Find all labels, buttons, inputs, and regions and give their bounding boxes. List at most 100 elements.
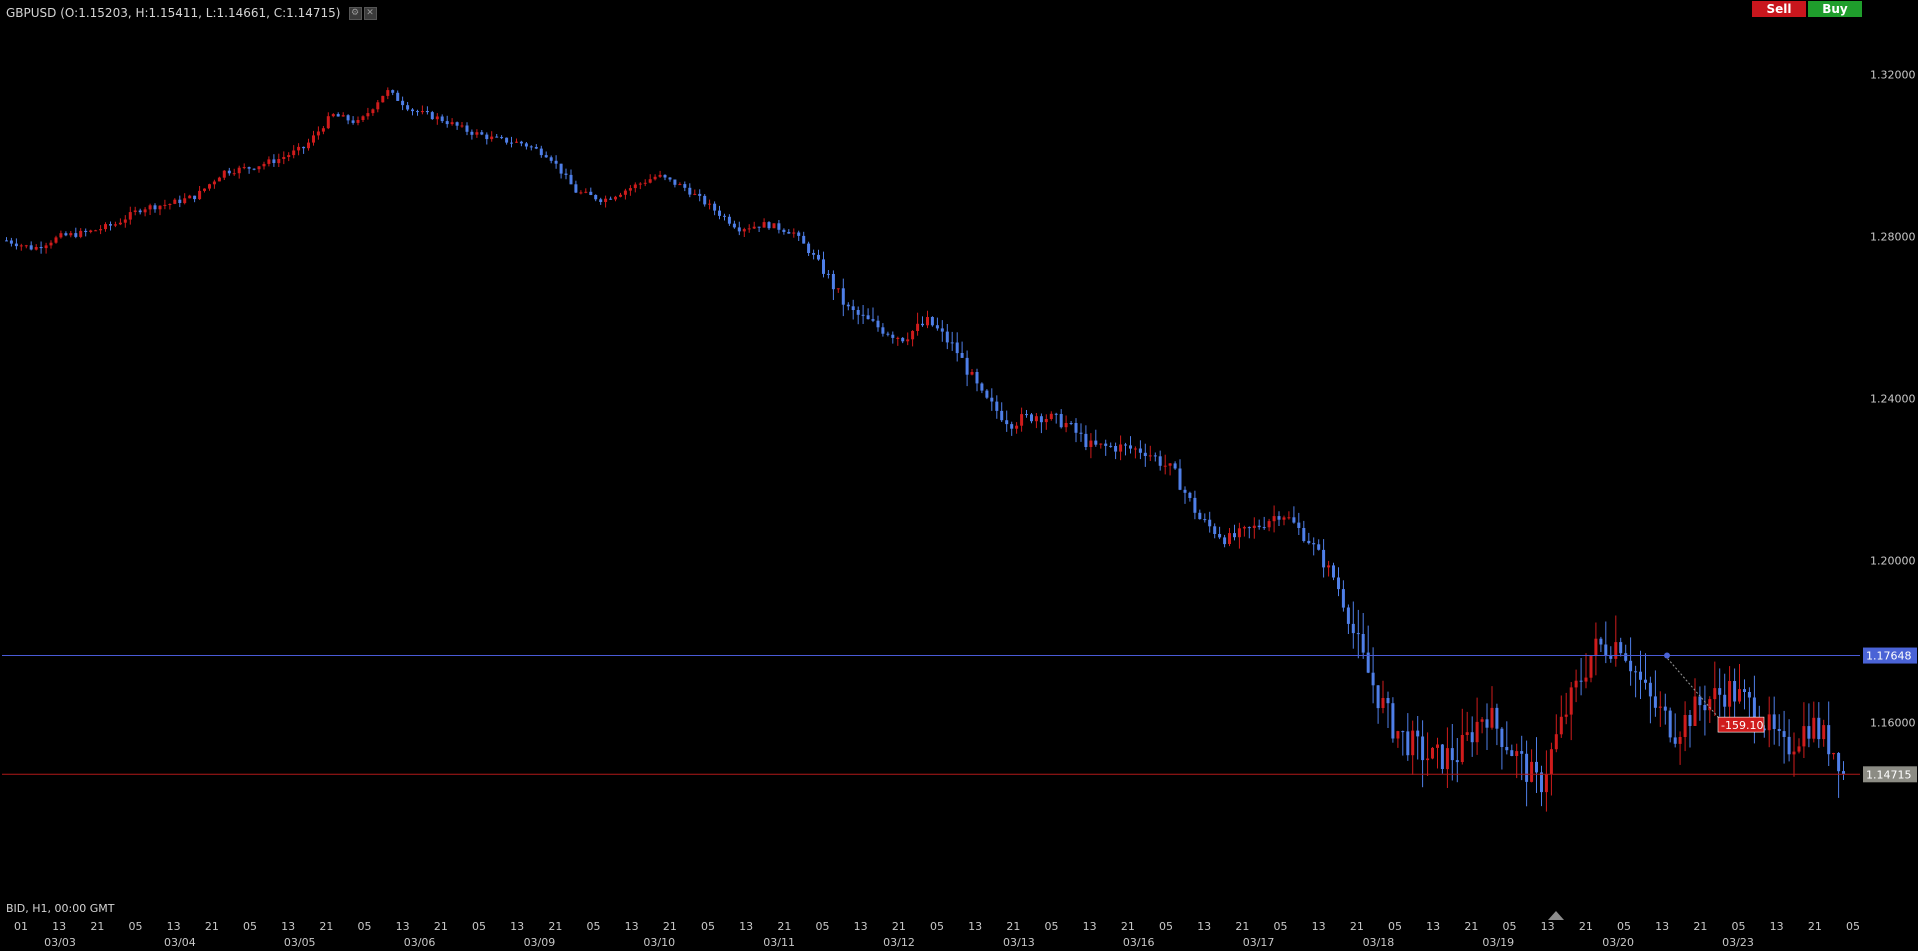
settings-icon[interactable]: ⚙ xyxy=(348,6,362,20)
x-axis-date-label: 03/09 xyxy=(524,936,556,949)
candle-body xyxy=(9,240,13,244)
x-axis-hour-label: 21 xyxy=(90,920,104,933)
candle-body xyxy=(366,113,370,117)
candle-body xyxy=(668,177,672,180)
candle-body xyxy=(183,198,187,204)
buy-button[interactable]: Buy xyxy=(1808,1,1862,17)
x-axis-date-label: 03/03 xyxy=(44,936,76,949)
candle-body xyxy=(376,102,380,110)
candle-body xyxy=(1327,565,1331,568)
candle-body xyxy=(599,199,603,202)
x-axis-hour-label: 21 xyxy=(434,920,448,933)
candle-body xyxy=(1203,519,1207,521)
candle-body xyxy=(1262,527,1266,529)
x-axis-hour-label: 01 xyxy=(14,920,28,933)
candle-body xyxy=(331,114,335,117)
candle-body xyxy=(411,109,414,112)
x-axis-hour-label: 13 xyxy=(52,920,66,933)
candle-body xyxy=(1465,732,1469,735)
candle-body xyxy=(1832,753,1836,755)
x-axis-hour-label: 13 xyxy=(1770,920,1784,933)
candle-body xyxy=(1733,681,1737,702)
candle-body xyxy=(1074,423,1078,433)
x-axis-hour-label: 21 xyxy=(777,920,791,933)
symbol-name: GBPUSD xyxy=(6,6,57,20)
candle-body xyxy=(1188,492,1192,498)
y-axis-tick-label: 1.28000 xyxy=(1870,230,1916,243)
candle-body xyxy=(1752,697,1756,724)
candle-body xyxy=(1059,414,1063,428)
candle-body xyxy=(802,235,806,244)
candle-body xyxy=(926,317,929,326)
candle-body xyxy=(490,136,494,140)
candle-body xyxy=(59,233,63,238)
candle-body xyxy=(529,146,533,148)
y-axis-tick-label: 1.32000 xyxy=(1870,68,1916,81)
candle-body xyxy=(1421,736,1425,761)
pnl-badge[interactable] xyxy=(1717,716,1765,733)
candle-body xyxy=(1772,714,1776,729)
x-axis-hour-label: 21 xyxy=(1350,920,1364,933)
candle-body xyxy=(232,173,236,175)
candle-body xyxy=(1381,698,1385,708)
candle-body xyxy=(713,203,717,211)
order-price-label: 1.17648 xyxy=(1866,650,1912,663)
candle-body xyxy=(623,190,627,195)
candle-body xyxy=(257,166,261,170)
candle-body xyxy=(44,245,48,249)
candle-body xyxy=(980,383,984,391)
candle-body xyxy=(1272,516,1276,522)
candle-body xyxy=(911,331,915,340)
candle-body xyxy=(1802,726,1806,747)
candle-body xyxy=(1817,717,1821,740)
candle-body xyxy=(1747,692,1751,698)
close-icon[interactable]: ✕ xyxy=(363,6,377,20)
x-axis-hour-label: 05 xyxy=(1617,920,1631,933)
scroll-marker-icon[interactable] xyxy=(1548,911,1564,920)
x-axis-hour-label: 05 xyxy=(1732,920,1746,933)
candle-body xyxy=(118,222,122,225)
candle-body xyxy=(1639,671,1642,680)
candle-body xyxy=(1233,533,1236,538)
x-axis-hour-label: 21 xyxy=(892,920,906,933)
candle-body xyxy=(361,116,365,120)
candle-body xyxy=(495,136,499,138)
candle-body xyxy=(455,122,459,126)
candle-body xyxy=(723,215,726,217)
candle-body xyxy=(1589,656,1593,678)
x-axis-hour-label: 05 xyxy=(816,920,830,933)
x-axis-hour-label: 13 xyxy=(1083,920,1097,933)
candle-body xyxy=(787,232,791,234)
candle-body xyxy=(1629,660,1633,672)
candle-body xyxy=(1426,758,1430,761)
candle-body xyxy=(1668,710,1672,738)
candle-body xyxy=(564,173,568,175)
pnl-label: -159.10 xyxy=(1721,719,1763,732)
candle-body xyxy=(1797,746,1801,752)
candle-body xyxy=(1713,688,1717,700)
candle-body xyxy=(188,195,192,199)
candle-body xyxy=(123,219,127,223)
candle-body xyxy=(881,327,885,334)
y-axis-tick-label: 1.24000 xyxy=(1870,392,1916,405)
candle-body xyxy=(212,181,216,185)
candle-body xyxy=(1525,753,1529,782)
candle-body xyxy=(282,157,286,159)
candle-body xyxy=(1337,577,1340,590)
candle-body xyxy=(539,148,543,156)
candle-body xyxy=(683,184,687,188)
candle-body xyxy=(247,167,251,169)
candle-body xyxy=(1282,517,1286,520)
candle-body xyxy=(544,155,548,158)
position-entry-marker[interactable] xyxy=(1664,652,1670,659)
candle-body xyxy=(1683,715,1687,737)
candle-body xyxy=(208,184,211,189)
sell-button[interactable]: Sell xyxy=(1752,1,1806,17)
candle-body xyxy=(227,170,231,174)
candle-body xyxy=(1218,534,1222,538)
candle-body xyxy=(901,337,905,342)
x-axis-hour-label: 05 xyxy=(930,920,944,933)
candle-body xyxy=(69,233,73,236)
x-axis-hour-label: 21 xyxy=(548,920,562,933)
